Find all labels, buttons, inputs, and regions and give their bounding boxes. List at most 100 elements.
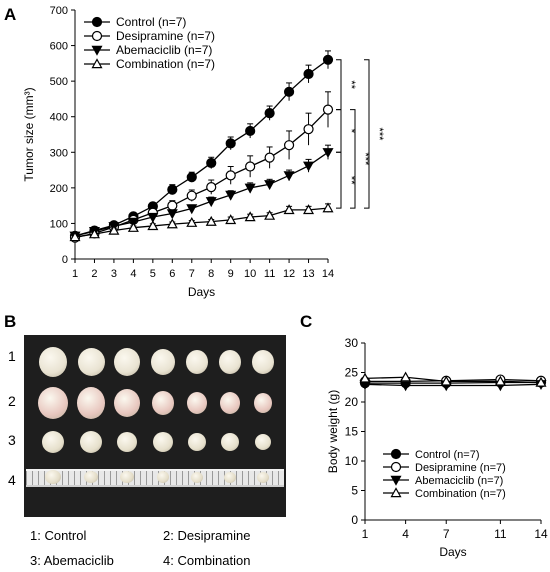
x-tick-label: 11	[494, 527, 507, 541]
data-point	[322, 202, 334, 213]
photo-caption-desipramine: 2: Desipramine	[163, 528, 251, 543]
legend-item-control: Control (n=7)	[383, 448, 480, 461]
series-desipramine	[69, 91, 334, 243]
data-point	[244, 211, 256, 222]
data-point	[127, 221, 139, 232]
x-tick-label: 1	[362, 527, 369, 541]
series-line	[364, 383, 542, 387]
data-point	[264, 209, 276, 220]
x-axis-label: Days	[439, 545, 466, 559]
legend-marker	[390, 475, 402, 486]
data-point	[205, 197, 217, 208]
tumor-row3-2	[80, 431, 102, 453]
x-tick-label: 5	[150, 268, 156, 280]
legend-marker	[390, 448, 402, 460]
data-point	[186, 190, 197, 201]
data-point	[264, 108, 275, 119]
x-tick-label: 6	[169, 268, 175, 280]
row-number-3: 3	[8, 432, 16, 448]
data-point	[400, 371, 412, 382]
legend-label: Control (n=7)	[116, 15, 186, 29]
tumor-row4-2	[84, 471, 98, 483]
tumor-row4-1	[45, 470, 61, 484]
legend: Control (n=7)Desipramine (n=7)Abemacicli…	[84, 15, 215, 71]
bracket-abemaciclib-combination: **	[336, 151, 357, 209]
panel-a-label: A	[4, 5, 16, 24]
data-point	[225, 190, 237, 201]
legend-item-desipramine: Desipramine (n=7)	[84, 29, 215, 43]
x-tick-label: 11	[264, 268, 275, 280]
x-tick-label: 10	[244, 268, 256, 280]
x-tick-label: 4	[402, 527, 409, 541]
panel-c-label: C	[300, 312, 312, 331]
tumor-row4-4	[157, 471, 169, 483]
data-point	[264, 180, 276, 191]
legend-label: Abemaciclib (n=7)	[415, 475, 503, 487]
x-tick-label: 8	[208, 268, 214, 280]
y-tick-label: 500	[50, 76, 68, 88]
legend-item-control: Control (n=7)	[84, 15, 186, 29]
tumor-row3-4	[153, 432, 173, 452]
x-tick-label: 2	[91, 268, 97, 280]
data-point	[322, 54, 334, 65]
legend-item-desipramine: Desipramine (n=7)	[383, 461, 506, 474]
x-tick-label: 7	[189, 268, 195, 280]
tumor-photo	[24, 335, 286, 517]
legend-marker	[91, 58, 103, 69]
data-point	[264, 152, 275, 163]
y-axis-label: Body weight (g)	[326, 390, 340, 473]
y-tick-label: 200	[50, 183, 68, 195]
data-point	[283, 86, 295, 97]
y-tick-label: 30	[345, 336, 359, 350]
data-point	[88, 228, 100, 239]
x-tick-label: 9	[228, 268, 234, 280]
x-tick-label: 14	[322, 268, 334, 280]
y-tick-label: 300	[50, 147, 68, 159]
y-tick-label: 25	[345, 366, 359, 380]
x-tick-label: 4	[130, 268, 136, 280]
legend-item-abemaciclib: Abemaciclib (n=7)	[84, 43, 212, 57]
significance-label: **	[345, 176, 357, 185]
bracket-line	[336, 109, 342, 153]
y-tick-label: 15	[345, 425, 359, 439]
x-tick-label: 14	[534, 527, 548, 541]
data-point	[303, 161, 315, 172]
legend-label: Desipramine (n=7)	[116, 29, 215, 43]
legend-marker	[390, 461, 402, 473]
tumor-row1-4	[151, 349, 175, 375]
tumor-row2-5	[187, 392, 207, 414]
legend-marker	[91, 16, 103, 28]
data-point	[322, 148, 334, 159]
data-point	[322, 104, 334, 115]
data-point	[359, 372, 371, 383]
legend-label: Combination (n=7)	[415, 488, 506, 500]
bracket-desipramine-abemaciclib: *	[336, 109, 357, 153]
data-point	[400, 381, 412, 392]
tumor-row1-7	[252, 350, 274, 374]
tumor-row2-2	[77, 387, 105, 419]
data-point	[303, 68, 314, 80]
data-point	[69, 231, 81, 242]
data-point	[206, 182, 217, 193]
legend-item-abemaciclib: Abemaciclib (n=7)	[383, 475, 503, 487]
significance-label: ***	[359, 152, 371, 166]
x-tick-label: 1	[72, 268, 78, 280]
tumor-row1-6	[219, 350, 241, 374]
y-tick-label: 100	[50, 218, 68, 230]
photo-caption-control: 1: Control	[30, 528, 87, 543]
bracket-desipramine-combination: ***	[350, 109, 371, 209]
bracket-line	[336, 151, 342, 209]
data-point	[166, 209, 178, 220]
tumor-row1-3	[114, 348, 140, 376]
x-tick-label: 7	[443, 527, 450, 541]
series-combination	[69, 202, 334, 242]
data-point	[225, 214, 237, 225]
row-number-2: 2	[8, 393, 16, 409]
data-point	[244, 183, 256, 194]
data-point	[186, 172, 197, 183]
y-tick-label: 600	[50, 41, 68, 53]
legend-item-combination: Combination (n=7)	[383, 487, 506, 500]
tumor-row4-6	[224, 471, 236, 483]
data-point	[535, 376, 547, 387]
